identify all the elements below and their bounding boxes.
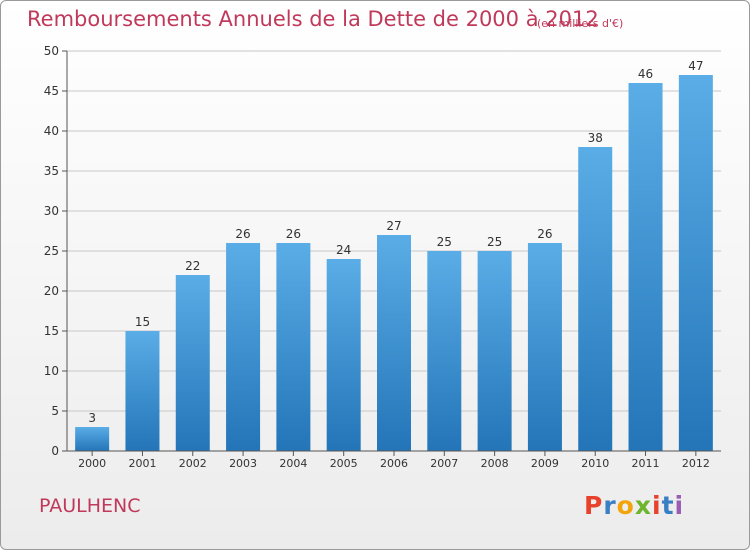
x-tick-label: 2007 bbox=[430, 457, 458, 470]
x-tick-label: 2010 bbox=[581, 457, 609, 470]
x-tick-label: 2012 bbox=[682, 457, 710, 470]
y-tick-label: 30 bbox=[44, 204, 59, 218]
y-tick-label: 50 bbox=[44, 44, 59, 58]
data-label: 26 bbox=[286, 227, 301, 241]
data-label: 25 bbox=[487, 235, 502, 249]
y-tick-label: 5 bbox=[51, 404, 59, 418]
bar bbox=[125, 331, 160, 451]
bar bbox=[678, 75, 713, 451]
bar bbox=[527, 243, 562, 451]
data-label: 47 bbox=[688, 59, 703, 73]
logo-letter: P bbox=[584, 491, 604, 520]
data-label: 27 bbox=[386, 219, 401, 233]
data-label: 38 bbox=[588, 131, 603, 145]
y-tick-label: 15 bbox=[44, 324, 59, 338]
y-tick-label: 10 bbox=[44, 364, 59, 378]
x-tick-label: 2000 bbox=[78, 457, 106, 470]
bar bbox=[427, 251, 462, 451]
bar bbox=[226, 243, 261, 451]
proxiti-logo: Proxiti bbox=[584, 491, 684, 520]
logo-letter: t bbox=[661, 491, 675, 520]
bar bbox=[175, 275, 210, 451]
y-tick-label: 25 bbox=[44, 244, 59, 258]
y-tick-label: 35 bbox=[44, 164, 59, 178]
y-tick-label: 45 bbox=[44, 84, 59, 98]
x-tick-label: 2006 bbox=[380, 457, 408, 470]
x-tick-label: 2005 bbox=[330, 457, 358, 470]
bar bbox=[578, 147, 613, 451]
data-label: 24 bbox=[336, 243, 351, 257]
logo-letter: i bbox=[674, 491, 685, 520]
bar bbox=[276, 243, 311, 451]
bar bbox=[377, 235, 411, 451]
y-tick-label: 20 bbox=[44, 284, 59, 298]
commune-name: PAULHENC bbox=[39, 495, 141, 517]
bar bbox=[326, 259, 361, 451]
x-tick-label: 2002 bbox=[179, 457, 207, 470]
x-tick-label: 2004 bbox=[279, 457, 307, 470]
data-label: 26 bbox=[537, 227, 552, 241]
data-label: 46 bbox=[638, 67, 653, 81]
data-label: 15 bbox=[135, 315, 150, 329]
data-label: 25 bbox=[437, 235, 452, 249]
bar bbox=[477, 251, 512, 451]
logo-letter: r bbox=[603, 491, 617, 520]
chart-title: Remboursements Annuels de la Dette de 20… bbox=[27, 7, 599, 31]
x-tick-label: 2001 bbox=[128, 457, 156, 470]
data-label: 26 bbox=[235, 227, 250, 241]
chart-subtitle: (en milliers d'€) bbox=[537, 17, 624, 30]
bar bbox=[75, 427, 110, 451]
x-tick-label: 2009 bbox=[531, 457, 559, 470]
y-tick-label: 0 bbox=[51, 444, 59, 458]
logo-letter: i bbox=[652, 491, 662, 520]
y-tick-label: 40 bbox=[44, 124, 59, 138]
labels: 0 5 10 15 20 25 30 35 40 45 50 3 2000 15 2001 22 2002 26 2… bbox=[44, 44, 710, 470]
bars bbox=[75, 75, 713, 451]
x-tick-label: 2003 bbox=[229, 457, 257, 470]
logo-letter: x bbox=[634, 491, 652, 520]
axes bbox=[62, 50, 721, 456]
logo-letter: o bbox=[616, 491, 635, 520]
x-tick-label: 2008 bbox=[481, 457, 509, 470]
x-tick-label: 2011 bbox=[632, 457, 660, 470]
bar bbox=[628, 83, 663, 451]
data-label: 3 bbox=[88, 411, 96, 425]
data-label: 22 bbox=[185, 259, 200, 273]
